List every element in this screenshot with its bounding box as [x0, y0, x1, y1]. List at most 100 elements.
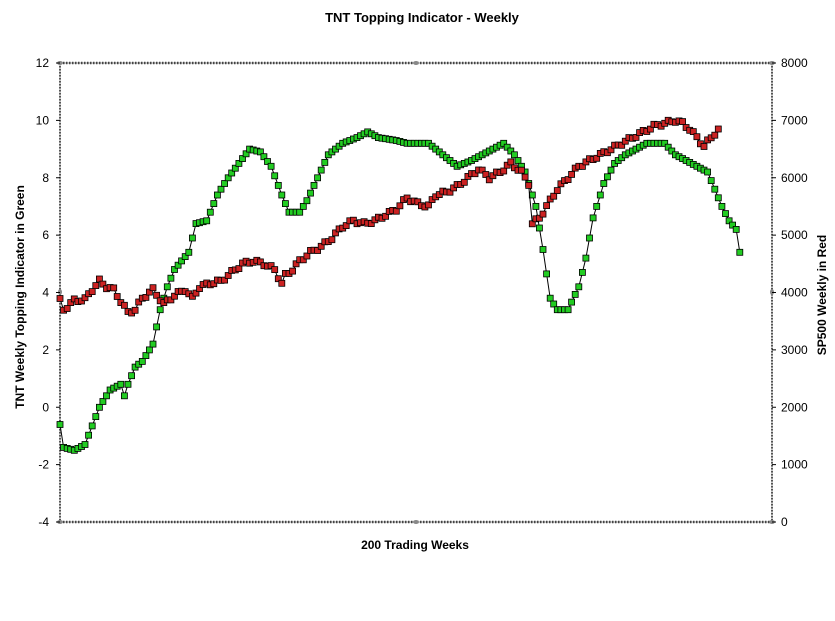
left-tick-label: 4: [42, 286, 49, 300]
tnt-point: [96, 403, 103, 411]
tnt-point: [575, 283, 583, 291]
sp500-point: [500, 167, 508, 175]
left-axis-ticks: 12 10 8 6 4 2 0 -2 -4: [36, 56, 60, 529]
sp500-point: [349, 216, 357, 224]
sp500-point: [367, 220, 375, 228]
sp500-point: [425, 201, 432, 209]
sp500-point: [536, 214, 543, 222]
tnt-point: [203, 217, 211, 225]
tnt-point: [163, 283, 171, 291]
sp500-point: [689, 128, 697, 136]
tnt-point: [188, 234, 196, 242]
tnt-point: [221, 180, 229, 187]
sp500-point: [382, 212, 390, 220]
tnt-point: [503, 143, 511, 151]
left-tick-label: 0: [42, 400, 49, 414]
sp500-point: [579, 162, 586, 170]
tnt-point: [299, 202, 307, 210]
plot-frame: [59, 62, 773, 523]
tnt-point: [121, 392, 128, 400]
tnt-point: [99, 398, 107, 405]
tnt-point: [539, 246, 547, 253]
tnt-point: [736, 248, 744, 256]
tnt-point: [507, 147, 515, 155]
sp500-point: [267, 262, 275, 270]
right-tick-label: 3000: [781, 343, 808, 357]
left-tick-label: 8: [42, 171, 49, 185]
tnt-point: [124, 380, 132, 388]
sp500-point: [135, 298, 143, 306]
sp500-point: [328, 236, 336, 244]
sp500-point: [274, 275, 282, 283]
tnt-point: [85, 431, 92, 439]
tnt-point: [264, 158, 271, 165]
sp500-point: [56, 295, 64, 302]
sp500-point: [460, 178, 468, 186]
right-tick-label: 0: [781, 515, 788, 529]
tnt-line: [59, 131, 741, 451]
tnt-point: [174, 261, 182, 269]
tnt-point: [296, 208, 304, 216]
sp500-point: [553, 187, 561, 195]
tnt-point: [149, 340, 157, 348]
sp500-point: [711, 131, 719, 139]
sp500-point: [99, 280, 107, 288]
tnt-point: [181, 253, 189, 261]
tnt-point: [235, 159, 243, 167]
sp500-point: [167, 296, 175, 304]
sp500-point: [221, 276, 229, 284]
tnt-point: [729, 221, 736, 229]
tnt-point: [536, 224, 543, 232]
tnt-point: [278, 191, 286, 199]
right-tick-label: 5000: [781, 228, 808, 242]
sp500-point: [235, 265, 243, 273]
tnt-point: [88, 422, 96, 430]
right-tick-label: 7000: [781, 113, 808, 127]
sp500-point: [63, 305, 71, 312]
tnt-point: [317, 166, 325, 174]
tnt-point: [128, 372, 136, 380]
tnt-point: [514, 157, 522, 164]
tnt-point: [579, 268, 586, 276]
tnt-point: [321, 158, 329, 166]
sp500-point: [153, 291, 161, 299]
tnt-point: [664, 143, 672, 151]
sp500-point: [621, 137, 629, 145]
sp500-point: [518, 166, 525, 174]
tnt-point: [718, 202, 726, 210]
sp500-point: [485, 176, 493, 184]
tnt-point: [156, 306, 164, 314]
chart-title: TNT Topping Indicator - Weekly: [325, 10, 520, 25]
sp500-line: [59, 119, 719, 314]
tnt-point: [239, 155, 246, 163]
tnt-point: [171, 266, 178, 273]
sp500-point: [196, 285, 203, 293]
tnt-point: [543, 270, 550, 278]
sp500-point: [92, 282, 100, 290]
sp500-point: [171, 292, 178, 300]
tnt-series: [56, 128, 744, 454]
sp500-point: [550, 192, 558, 200]
tnt-point: [256, 148, 264, 156]
left-tick-label: 6: [42, 228, 49, 242]
tnt-point: [546, 294, 554, 302]
tnt-point: [607, 166, 615, 174]
sp500-point: [435, 191, 443, 199]
sp500-point: [81, 294, 89, 302]
tnt-point: [550, 300, 558, 308]
right-tick-label: 4000: [781, 286, 808, 300]
sp500-point: [289, 267, 297, 275]
tnt-point: [568, 298, 575, 306]
tnt-point: [582, 254, 590, 262]
tnt-point: [668, 147, 676, 155]
tnt-point: [707, 177, 715, 185]
tnt-point: [281, 200, 289, 208]
plot-area: [57, 61, 775, 524]
tnt-point: [310, 181, 318, 189]
sp500-point: [110, 284, 118, 292]
sp500-point: [714, 125, 722, 133]
sp500-point: [392, 207, 400, 215]
tnt-point: [224, 174, 232, 182]
sp500-point: [568, 170, 575, 178]
tnt-point: [704, 168, 711, 176]
